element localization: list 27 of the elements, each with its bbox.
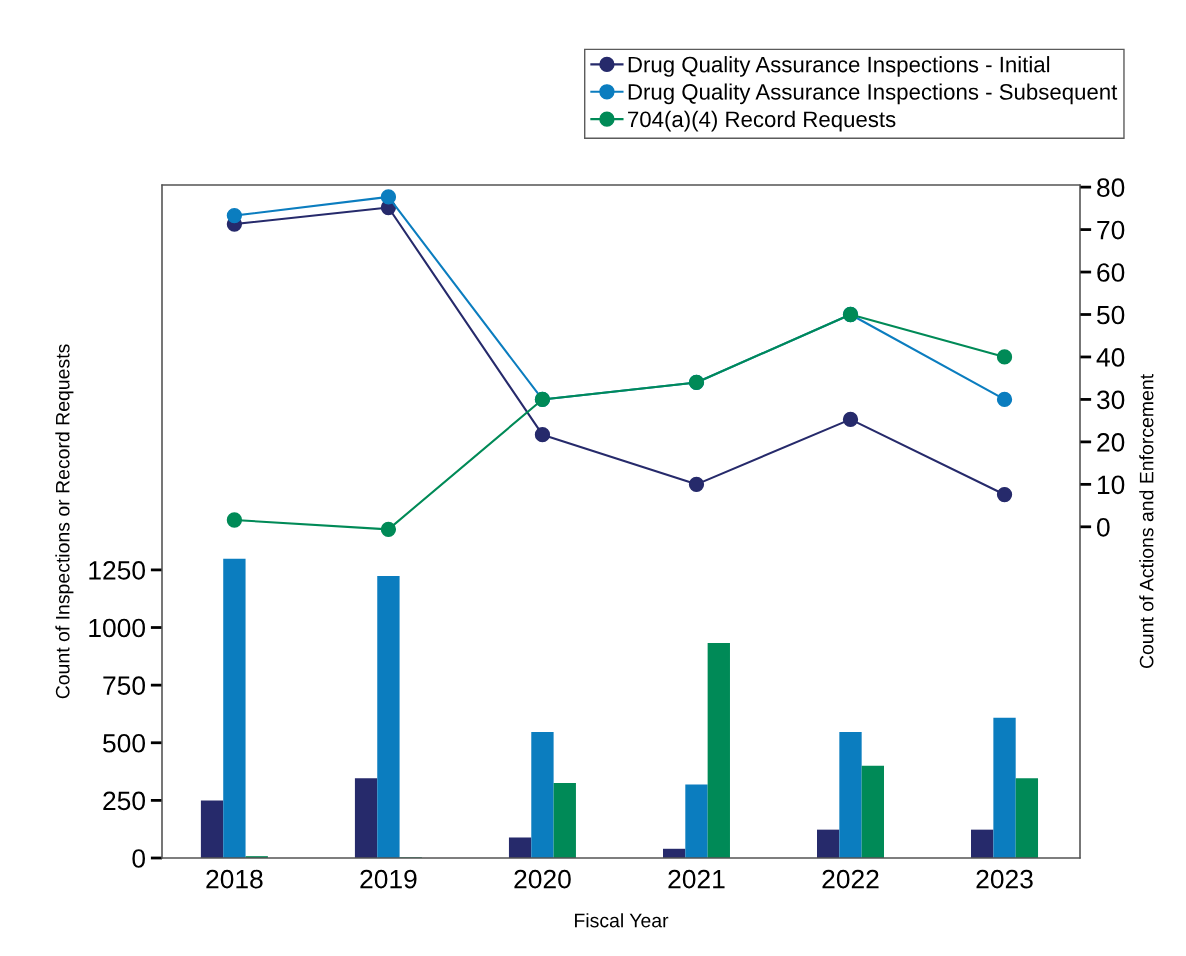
y-tick-label: 0 [132, 849, 145, 868]
x-tick-label: 2022 [822, 869, 879, 889]
x-axis-title: Fiscal Year [575, 913, 669, 928]
legend-label: Drug Quality Assurance Inspections - Subsequent [628, 83, 1118, 105]
y-tick-label: 250 [103, 791, 145, 811]
x-tick-label: 2023 [976, 869, 1033, 889]
y2-tick-label: 60 [1097, 263, 1125, 282]
x-tick-label: 2018 [206, 869, 263, 889]
y-axis-title: Count of Inspections or Record Requests [55, 344, 74, 699]
y2-tick-label: 30 [1096, 390, 1125, 410]
y-tick-label: 500 [103, 733, 145, 753]
y2-tick-label: 10 [1097, 475, 1125, 495]
legend-label: 704(a)(4) Record Requests [628, 110, 896, 132]
y-tick-label: 1250 [89, 561, 145, 580]
y2-tick-label: 50 [1097, 305, 1125, 325]
y2-tick-label: 80 [1097, 178, 1125, 197]
y2-tick-label: 0 [1097, 517, 1110, 537]
x-tick-label: 2021 [668, 869, 725, 889]
y2-tick-label: 40 [1096, 348, 1125, 367]
x-tick-label: 2019 [360, 869, 417, 889]
y2-tick-label: 20 [1097, 433, 1125, 452]
x-tick-label: 2020 [514, 869, 571, 889]
y2-axis-title: Count of Actions and Enforcement [1139, 374, 1154, 669]
y-tick-label: 750 [103, 676, 145, 695]
y-tick-label: 1000 [89, 618, 145, 638]
y2-tick-label: 70 [1097, 220, 1125, 240]
legend-label: Drug Quality Assurance Inspections - Initial [628, 56, 1050, 77]
